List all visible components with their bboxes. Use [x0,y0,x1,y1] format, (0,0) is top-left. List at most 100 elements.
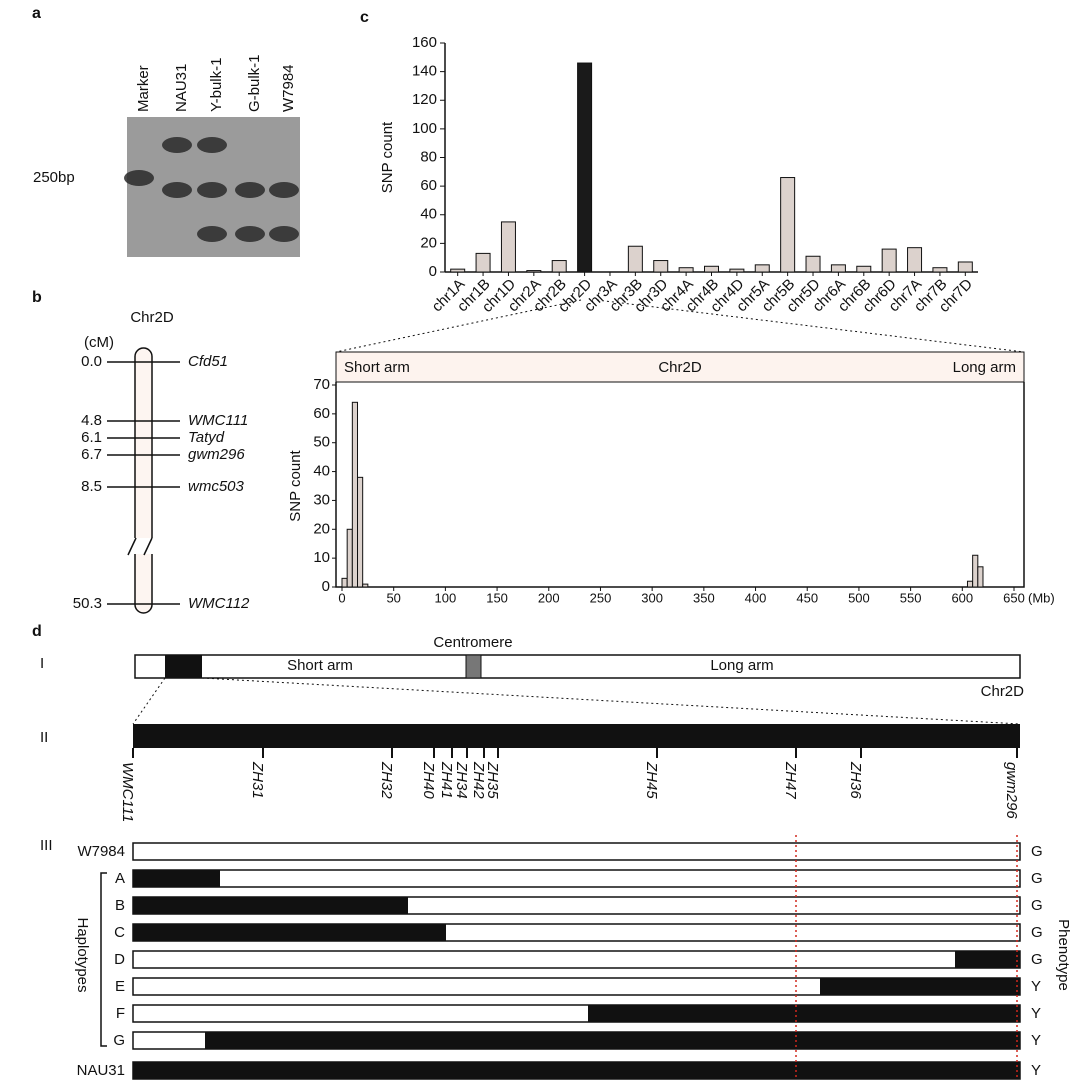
histogram-bar [362,583,369,588]
y-axis-label: SNP count [287,449,304,521]
bar [805,255,821,273]
y-tick-label: 40 [313,463,330,480]
marker-position: 0.0 [81,353,102,370]
y-tick-label: 100 [412,120,437,137]
y-tick-label: 0 [429,263,437,280]
line-name: A [115,870,125,887]
bar [500,221,516,273]
gel-band [124,170,154,186]
line-phenotype: G [1031,951,1043,968]
x-tick-label: 300 [641,590,663,605]
bar [526,270,542,273]
x-tick-label: 50 [386,590,400,605]
marker-label: gwm296 [1003,762,1020,819]
haplotypes-label: Haplotypes [74,917,91,992]
line-name: E [115,978,125,995]
y-tick-label: 20 [313,520,330,537]
line-name: G [113,1032,125,1049]
lane-label: NAU31 [173,64,190,112]
bar [627,245,643,273]
zoom-bar [133,724,1020,748]
map-unit: (cM) [84,334,114,351]
line-phenotype: G [1031,870,1043,887]
y-tick-label: 40 [420,206,437,223]
genotype-segment [955,951,1020,968]
callout-line [335,299,582,353]
bar [653,260,669,273]
header-right: Long arm [953,359,1016,376]
genotype-segment [205,1032,1020,1049]
y-tick-label: 70 [313,376,330,393]
line-phenotype: G [1031,924,1043,941]
gel-band [269,182,299,198]
genotype-bar [132,869,1021,888]
marker-name: wmc503 [188,478,245,495]
x-tick-label: 450 [796,590,818,605]
bar [957,261,973,273]
gel-band [197,226,227,242]
line-name: F [116,1005,125,1022]
gel-band [235,226,265,242]
marker-name: gwm296 [188,446,245,463]
histogram-bar [977,566,984,588]
marker-name: Cfd51 [188,353,228,370]
panel-label: b [32,289,42,306]
bar [729,268,745,273]
marker-position: 6.7 [81,446,102,463]
genotype-segment [133,897,408,914]
marker-label: ZH45 [643,761,660,799]
size-marker-label: 250bp [33,169,75,186]
line-name: D [114,951,125,968]
line-phenotype: Y [1031,1062,1041,1079]
y-tick-label: 120 [412,91,437,108]
lane-label: W7984 [280,64,297,112]
line-phenotype: G [1031,897,1043,914]
marker-name: WMC111 [188,412,248,429]
marker-name: WMC112 [188,595,250,612]
genotype-bar [132,950,1021,969]
line-name: B [115,897,125,914]
row-label: I [40,655,44,672]
x-tick-label: 400 [745,590,767,605]
zoom-line [132,677,166,725]
x-tick-label: 150 [486,590,508,605]
histogram-bar [346,528,353,588]
gel-band [197,137,227,153]
marker-label: ZH31 [249,761,266,799]
marker-position: 50.3 [73,595,102,612]
x-tick-label: 500 [848,590,870,605]
genotype-bar [132,842,1021,861]
histogram-bar [972,554,979,588]
chromosome-label: Chr2D [981,683,1025,700]
marker-label: ZH40 [420,761,437,799]
bar [907,247,923,273]
break-mark [143,537,153,556]
line-name: W7984 [77,843,125,860]
phenotype-label: Phenotype [1055,919,1072,991]
row-label: III [40,837,53,854]
zoom-line [201,677,1021,725]
marker-position: 4.8 [81,412,102,429]
marker-label: ZH32 [378,761,395,799]
bar [704,265,719,273]
x-tick-label: 100 [435,590,457,605]
x-axis-label: (Mb) [1028,590,1055,605]
y-axis-label: SNP count [379,121,396,193]
bar [856,265,872,273]
y-tick-label: 20 [420,234,437,251]
line-name: NAU31 [77,1062,125,1079]
x-tick-label: 550 [900,590,922,605]
marker-label: WMC111 [119,762,136,822]
histogram-bar [966,580,974,588]
genotype-segment [820,978,1020,995]
arm-label: Short arm [287,657,353,674]
lane-label: G-bulk-1 [246,54,263,112]
bar [830,264,846,273]
chromosome [134,347,153,614]
y-tick-label: 0 [322,578,330,595]
bar [932,267,948,273]
marker-label: ZH41 [438,761,455,799]
target-region [165,655,202,678]
y-tick-label: 80 [420,148,437,165]
